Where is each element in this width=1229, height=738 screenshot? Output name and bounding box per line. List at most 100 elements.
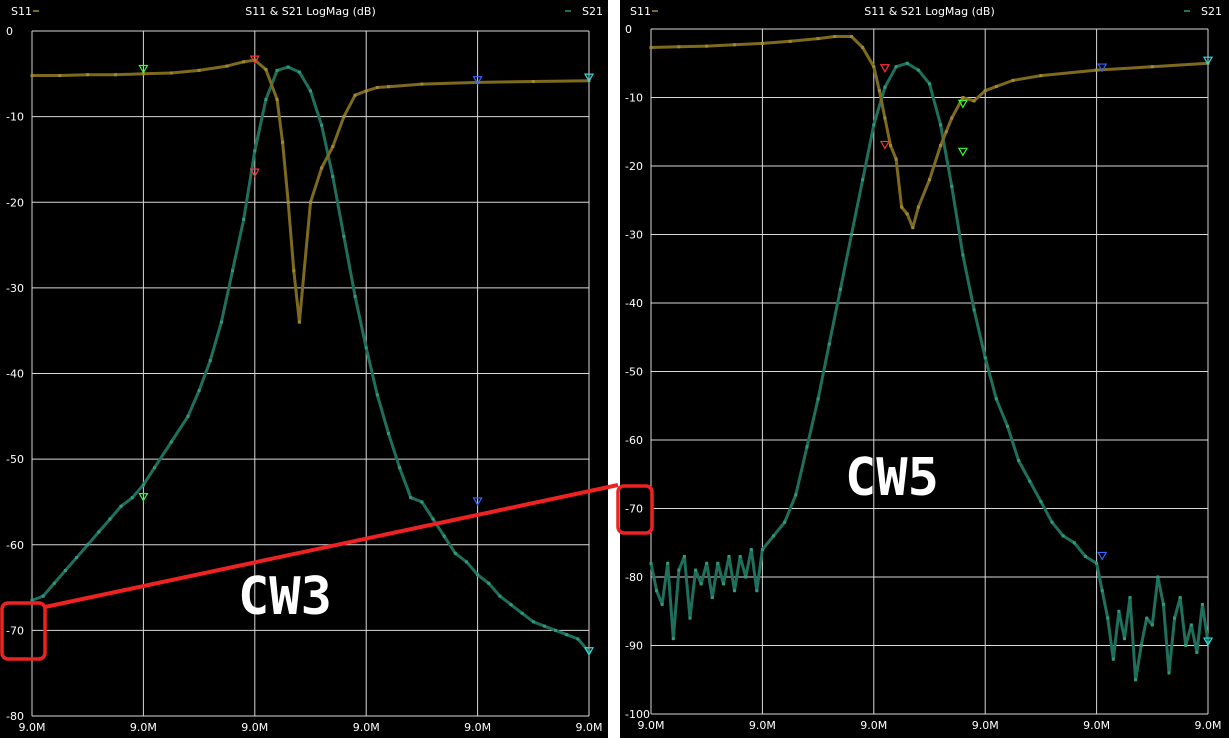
series-s11-point	[916, 205, 920, 209]
series-s21-point	[409, 496, 413, 500]
series-s11-point	[994, 85, 998, 89]
series-s21-point	[130, 496, 134, 500]
series-s11-point	[242, 60, 246, 64]
series-s21-point	[231, 269, 235, 273]
series-s21-point	[972, 308, 976, 312]
series-s11-point	[928, 178, 931, 182]
series-s11-point	[911, 226, 915, 230]
series-s11-point	[877, 89, 881, 93]
series-s21-point	[464, 560, 468, 564]
marker-blue	[1097, 63, 1108, 73]
series-s11-point	[275, 98, 279, 101]
series-s21-point	[264, 98, 268, 101]
series-s21-point	[1184, 644, 1188, 647]
series-s21-point	[738, 554, 742, 558]
series-s21-point	[386, 431, 390, 435]
series-s11-point	[320, 166, 324, 170]
series-s21-point	[41, 594, 45, 598]
series-s11-point	[939, 143, 943, 147]
marker-red	[879, 140, 890, 150]
highlight-box-left	[0, 601, 47, 661]
marker-cyan	[583, 647, 595, 656]
series-s11-point	[894, 157, 898, 161]
series-s21-point	[442, 534, 446, 538]
series-s21-point	[939, 123, 943, 127]
series-s11-point	[833, 35, 837, 39]
series-s21-point	[52, 581, 56, 585]
series-s21-point	[710, 596, 714, 600]
series-s11-point	[883, 116, 887, 120]
x-tick-label: 9.0M	[576, 721, 603, 734]
series-s11-point	[649, 45, 653, 49]
series-s21-point	[961, 253, 965, 257]
series-s21-point	[1173, 616, 1177, 620]
series-s21-point	[509, 603, 513, 607]
series-s11-point	[944, 130, 948, 134]
series-s21-point	[587, 650, 591, 654]
series-s21-point	[682, 554, 686, 558]
x-tick-label: 9.0M	[860, 719, 887, 732]
series-s21-point	[1195, 650, 1199, 654]
series-s11-point	[225, 64, 229, 68]
x-tick-label: 9.0M	[749, 719, 776, 732]
series-s21-point	[197, 389, 201, 393]
x-tick-label: 9.0M	[130, 721, 157, 734]
series-s21-point	[1111, 657, 1115, 661]
series-s11-point	[420, 82, 424, 86]
x-tick-label: 9.0M	[1083, 719, 1110, 732]
series-s21-point	[1128, 596, 1132, 600]
cw5-label: CW5	[845, 448, 939, 508]
series-s11-point	[292, 269, 296, 273]
series-s11-point	[705, 44, 709, 48]
series-s11-point	[58, 74, 62, 78]
series-s11-point	[281, 140, 285, 144]
annotation-layer: CW3 CW5	[0, 448, 939, 661]
series-s11-point	[850, 35, 854, 39]
series-s21-point	[660, 602, 664, 606]
series-s21-point	[1072, 541, 1076, 545]
series-s21-point	[1139, 644, 1143, 647]
series-s21-point	[1200, 602, 1204, 606]
marker-green	[957, 99, 968, 109]
series-s21-point	[487, 581, 491, 585]
series-s21-point	[86, 543, 90, 547]
x-tick-label: 9.0M	[353, 721, 380, 734]
series-s21-point	[108, 517, 112, 521]
series-s21-point	[331, 175, 335, 179]
series-s21-point	[342, 235, 346, 238]
y-tick-label: -80	[625, 571, 643, 584]
marker-red	[879, 64, 890, 73]
y-tick-label: -70	[6, 624, 24, 637]
series-s21-point	[186, 414, 190, 418]
legend-s21: S21	[582, 5, 603, 18]
y-tick-label: -60	[6, 539, 24, 552]
y-tick-label: -20	[625, 160, 643, 173]
series-s21-point	[744, 575, 748, 579]
series-s11-point	[889, 143, 893, 147]
series-s21-point	[398, 466, 402, 470]
series-s11-point	[114, 73, 118, 77]
series-s21-point	[1039, 500, 1043, 504]
marker-red	[249, 55, 260, 65]
series-s21-point	[297, 70, 301, 74]
series-s21-point	[353, 294, 357, 298]
legend-s11: S11	[11, 5, 32, 18]
marker-blue	[1097, 551, 1108, 561]
series-s11-point	[531, 80, 535, 84]
series-s21-point	[699, 582, 703, 586]
series-s11-point	[364, 89, 368, 93]
y-tick-label: -50	[625, 366, 643, 379]
series-s11-point	[30, 74, 34, 78]
series-s21-point	[208, 359, 212, 363]
series-s11-line	[30, 58, 591, 324]
series-s21-point	[253, 149, 257, 153]
x-tick-label: 9.0M	[638, 719, 665, 732]
series-s21-point	[1005, 424, 1009, 428]
series-s21-point	[97, 530, 101, 534]
series-s21-point	[760, 548, 764, 552]
series-s21-point	[375, 393, 379, 397]
x-tick-label: 9.0M	[19, 721, 46, 734]
series-s11-point	[253, 58, 257, 62]
